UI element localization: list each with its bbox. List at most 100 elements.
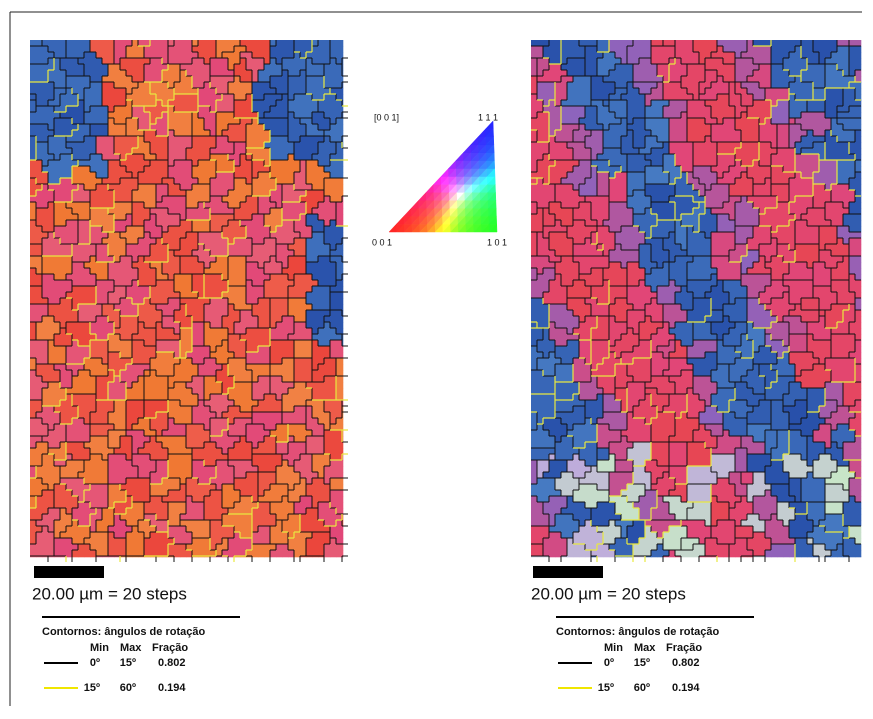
grain-pixel [30, 208, 36, 214]
grain-pixel [312, 412, 318, 418]
grain-pixel [318, 214, 324, 220]
grain-pixel [78, 556, 84, 557]
grain-pixel [555, 70, 561, 76]
grain-pixel [102, 424, 108, 430]
grain-pixel [336, 328, 342, 334]
grain-pixel [150, 280, 156, 286]
grain-pixel [216, 466, 222, 472]
grain-pixel [54, 412, 60, 418]
grain-pixel [126, 232, 132, 238]
grain-pixel [330, 178, 336, 184]
grain-pixel [210, 346, 216, 352]
grain-pixel [270, 208, 276, 214]
grain-pixel [276, 328, 282, 334]
grain-pixel [126, 118, 132, 124]
grain-pixel [228, 382, 234, 388]
grain-pixel [120, 226, 126, 232]
grain-pixel [246, 40, 252, 46]
grain-pixel [324, 172, 330, 178]
grain-pixel [60, 106, 66, 112]
grain-pixel [276, 76, 282, 82]
grain-pixel [258, 544, 264, 550]
grain-pixel [168, 46, 174, 52]
grain-pixel [126, 532, 132, 538]
grain-pixel [138, 118, 144, 124]
grain-pixel [324, 166, 330, 172]
grain-pixel [330, 220, 336, 226]
grain-pixel [162, 532, 168, 538]
grain-pixel [36, 274, 42, 280]
grain-pixel [324, 502, 330, 508]
grain-pixel [198, 346, 204, 352]
grain-pixel [48, 466, 54, 472]
grain-pixel [204, 178, 210, 184]
grain-pixel [48, 64, 54, 70]
grain-pixel [252, 466, 258, 472]
grain-pixel [66, 400, 72, 406]
grain-pixel [72, 172, 78, 178]
grain-pixel [150, 400, 156, 406]
grain-pixel [102, 508, 108, 514]
grain-pixel [36, 340, 42, 346]
grain-pixel [318, 418, 324, 424]
grain-pixel [258, 454, 264, 460]
grain-pixel [192, 358, 198, 364]
grain-pixel [342, 124, 343, 130]
grain-pixel [132, 316, 138, 322]
grain-pixel [42, 292, 48, 298]
grain-pixel [222, 292, 228, 298]
grain-pixel [240, 382, 246, 388]
grain-pixel [294, 418, 300, 424]
grain-pixel [42, 496, 48, 502]
grain-pixel [66, 436, 72, 442]
grain-pixel [306, 94, 312, 100]
grain-pixel [324, 148, 330, 154]
grain-pixel [216, 514, 222, 520]
grain-pixel [240, 310, 246, 316]
grain-pixel [294, 388, 300, 394]
grain-pixel [66, 196, 72, 202]
grain-pixel [42, 520, 48, 526]
grain-pixel [687, 58, 693, 64]
grain-pixel [120, 202, 126, 208]
grain-pixel [252, 70, 258, 76]
grain-pixel [300, 262, 306, 268]
grain-pixel [216, 370, 222, 376]
grain-pixel [132, 526, 138, 532]
grain-pixel [228, 130, 234, 136]
grain-pixel [66, 430, 72, 436]
grain-pixel [306, 160, 312, 166]
grain-pixel [276, 364, 282, 370]
grain-pixel [204, 466, 210, 472]
grain-pixel [294, 478, 300, 484]
grain-pixel [711, 52, 717, 58]
grain-pixel [72, 262, 78, 268]
grain-pixel [108, 196, 114, 202]
grain-pixel [312, 502, 318, 508]
grain-pixel [723, 46, 729, 52]
grain-pixel [282, 460, 288, 466]
grain-pixel [126, 160, 132, 166]
grain-pixel [837, 52, 843, 58]
grain-pixel [84, 82, 90, 88]
grain-pixel [156, 130, 162, 136]
grain-pixel [603, 46, 609, 52]
grain-pixel [801, 70, 807, 76]
grain-pixel [96, 466, 102, 472]
grain-pixel [336, 112, 342, 118]
grain-pixel [60, 58, 66, 64]
grain-pixel [294, 154, 300, 160]
grain-pixel [645, 46, 651, 52]
grain-pixel [168, 166, 174, 172]
grain-pixel [288, 130, 294, 136]
grain-pixel [138, 268, 144, 274]
grain-pixel [96, 190, 102, 196]
grain-pixel [156, 412, 162, 418]
grain-pixel [48, 130, 54, 136]
grain-pixel [669, 52, 675, 58]
grain-pixel [168, 412, 174, 418]
grain-pixel [90, 190, 96, 196]
grain-pixel [246, 430, 252, 436]
grain-pixel [276, 412, 282, 418]
grain-pixel [330, 496, 336, 502]
